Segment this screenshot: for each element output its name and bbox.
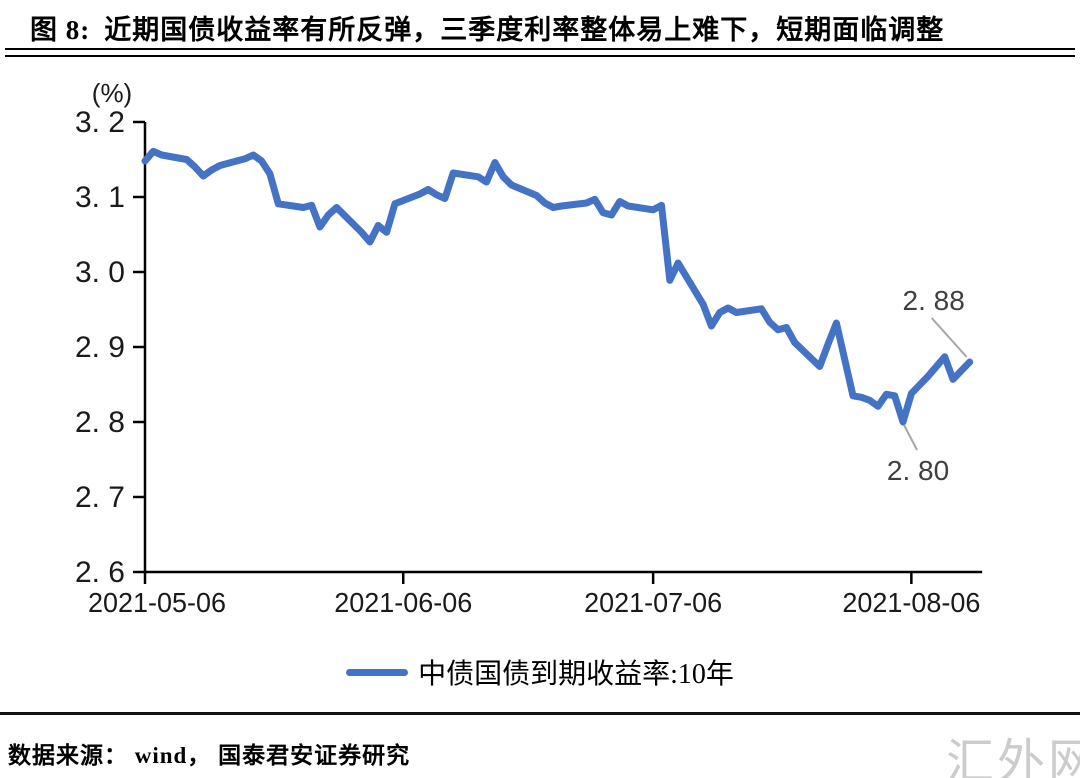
x-tick-label: 2021-05-06 [88, 587, 226, 618]
data-source-note: 数据来源： wind， 国泰君安证券研究 [8, 743, 411, 768]
y-tick-label: 2. 6 [75, 556, 125, 589]
figure-number-label: 图 8: [30, 15, 91, 45]
x-tick-label: 2021-06-06 [334, 587, 472, 618]
y-axis-unit-label: (%) [92, 78, 132, 108]
chart-legend: 中债国债到期收益率:10年 [0, 652, 1080, 692]
y-tick-label: 2. 7 [75, 481, 125, 514]
y-tick-label: 3. 2 [75, 106, 125, 139]
title-divider-rule [5, 48, 1075, 57]
legend-line-swatch [346, 668, 409, 676]
y-tick-label: 3. 0 [75, 256, 125, 289]
y-tick-label: 2. 8 [75, 406, 125, 439]
footer-divider-rule [0, 712, 1080, 715]
y-tick-label: 3. 1 [75, 181, 125, 214]
legend-series-label: 中债国债到期收益率:10年 [418, 659, 734, 690]
annotation-label: 2. 88 [903, 285, 965, 316]
figure-title: 图 8: 近期国债收益率有所反弹，三季度利率整体易上难下，短期面临调整 [30, 8, 1070, 47]
annotation-leader-line [930, 317, 968, 358]
figure-title-text: 近期国债收益率有所反弹，三季度利率整体易上难下，短期面临调整 [104, 15, 945, 45]
yield-series-line [141, 147, 974, 426]
annotation-leader-line [903, 424, 918, 451]
annotation-label: 2. 80 [887, 455, 949, 486]
x-tick-label: 2021-07-06 [584, 587, 722, 618]
y-tick-label: 2. 9 [75, 331, 125, 364]
x-tick-label: 2021-08-06 [842, 587, 980, 618]
site-watermark: 汇外网 [946, 736, 1080, 778]
